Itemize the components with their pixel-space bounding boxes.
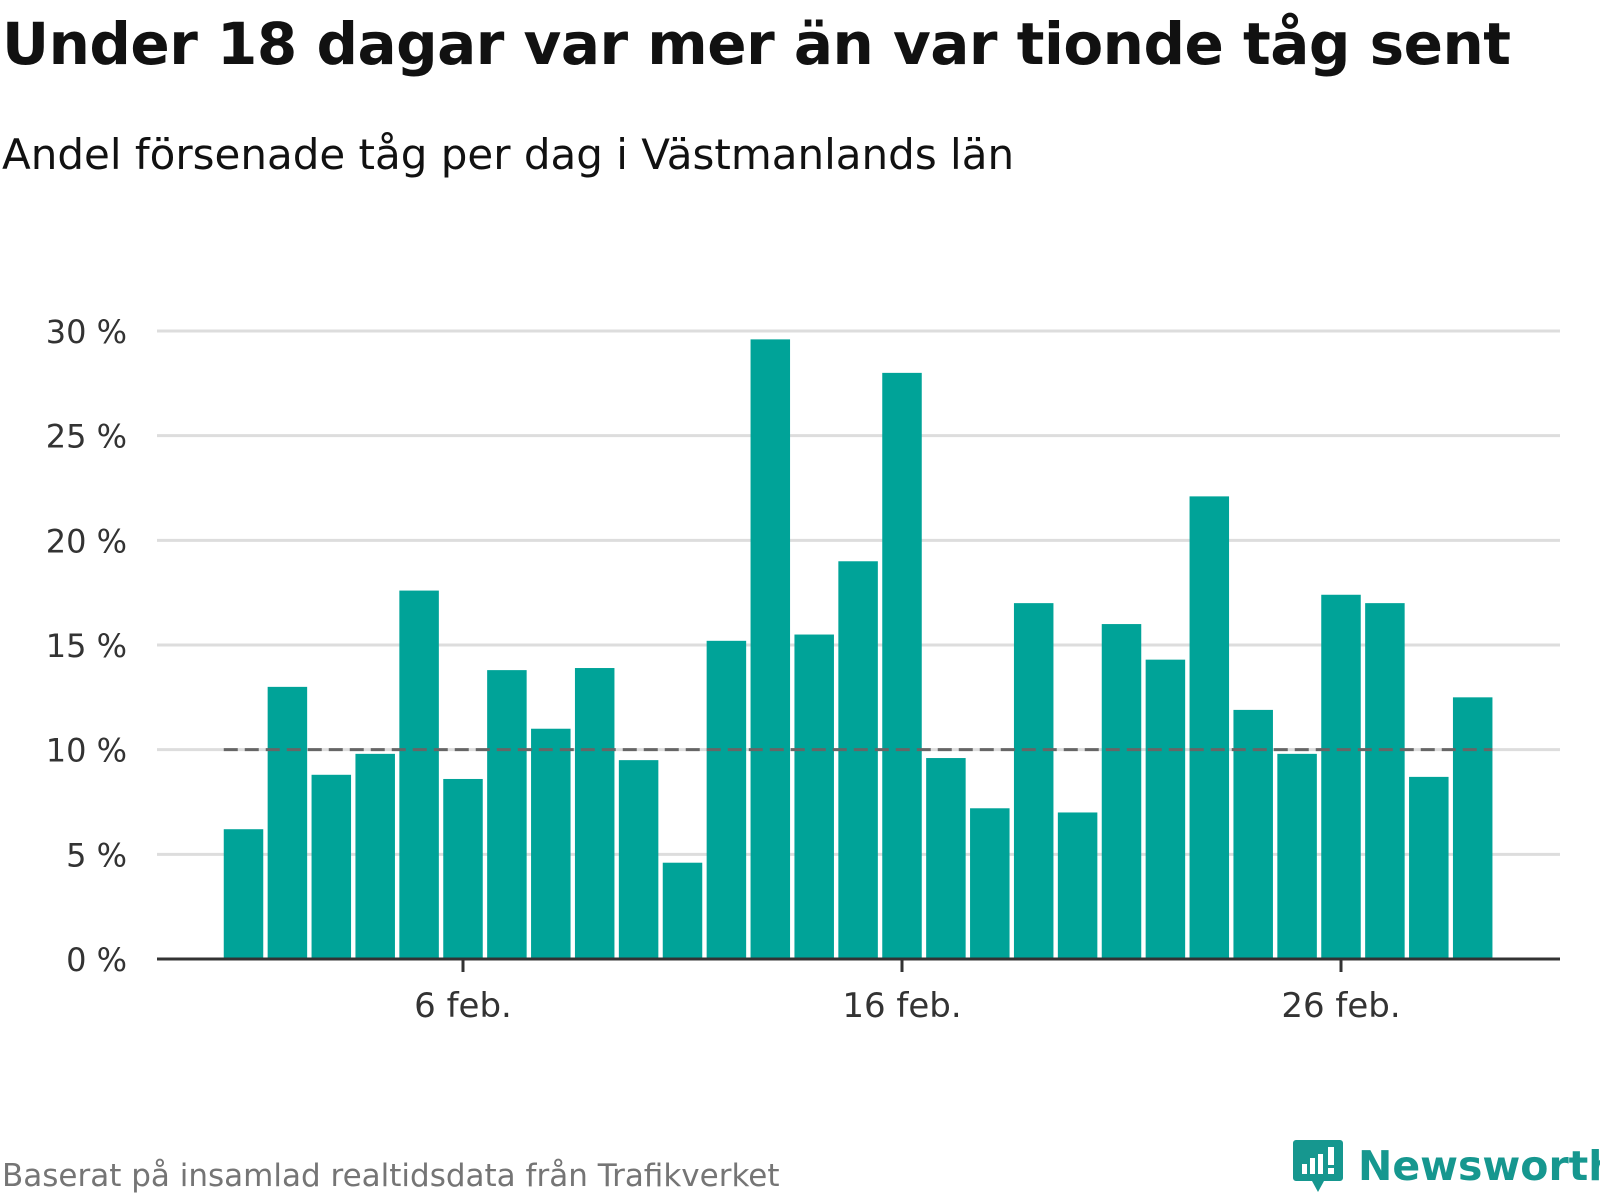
chart-title: Under 18 dagar var mer än var tionde tåg… [2, 10, 1511, 78]
bar [355, 753, 395, 959]
y-tick-label: 0 % [66, 941, 127, 979]
bar [838, 561, 878, 959]
x-tick-label: 26 feb. [1281, 986, 1400, 1026]
newsworthy-logo-icon [1293, 1140, 1343, 1192]
bar [1452, 697, 1493, 959]
bar [399, 590, 439, 959]
y-tick-label: 25 % [46, 418, 127, 456]
bar [926, 758, 966, 959]
bar [794, 634, 834, 959]
bar [1409, 776, 1449, 959]
chart-subtitle: Andel försenade tåg per dag i Västmanlan… [2, 130, 1015, 179]
bar [531, 728, 571, 959]
bar [1189, 496, 1230, 959]
y-tick-label: 30 % [46, 313, 127, 351]
source-note: Baserat på insamlad realtidsdata från Tr… [2, 1158, 780, 1194]
y-tick-label: 5 % [66, 836, 127, 874]
bar [1013, 603, 1054, 959]
bar [443, 778, 483, 959]
bar [1145, 659, 1186, 959]
bar [706, 640, 747, 959]
bar [487, 670, 527, 959]
bar [1365, 603, 1405, 959]
bar [1233, 709, 1273, 959]
bar [1057, 812, 1098, 959]
bar [1101, 624, 1142, 959]
bar [311, 774, 352, 959]
bar [223, 829, 264, 959]
bar [882, 372, 922, 959]
y-tick-label: 15 % [46, 627, 127, 665]
x-tick-label: 6 feb. [414, 986, 512, 1026]
bar [970, 808, 1010, 959]
brand-name: Newsworthy [1358, 1142, 1600, 1190]
brand-logo: Newsworthy [1292, 1138, 1600, 1194]
bar [750, 339, 791, 960]
bar [1321, 594, 1361, 959]
bar [662, 862, 703, 959]
x-tick-label: 16 feb. [842, 986, 961, 1026]
bar [618, 760, 659, 959]
bar [1277, 753, 1317, 959]
bar [574, 668, 615, 959]
y-tick-label: 10 % [46, 732, 127, 770]
bar-chart: 0 % 5 % 10 % 15 % 20 % 25 % 30 % 6 feb. 16 feb. 2… [46, 313, 1560, 1026]
bar [267, 686, 308, 959]
y-tick-label: 20 % [46, 522, 127, 560]
